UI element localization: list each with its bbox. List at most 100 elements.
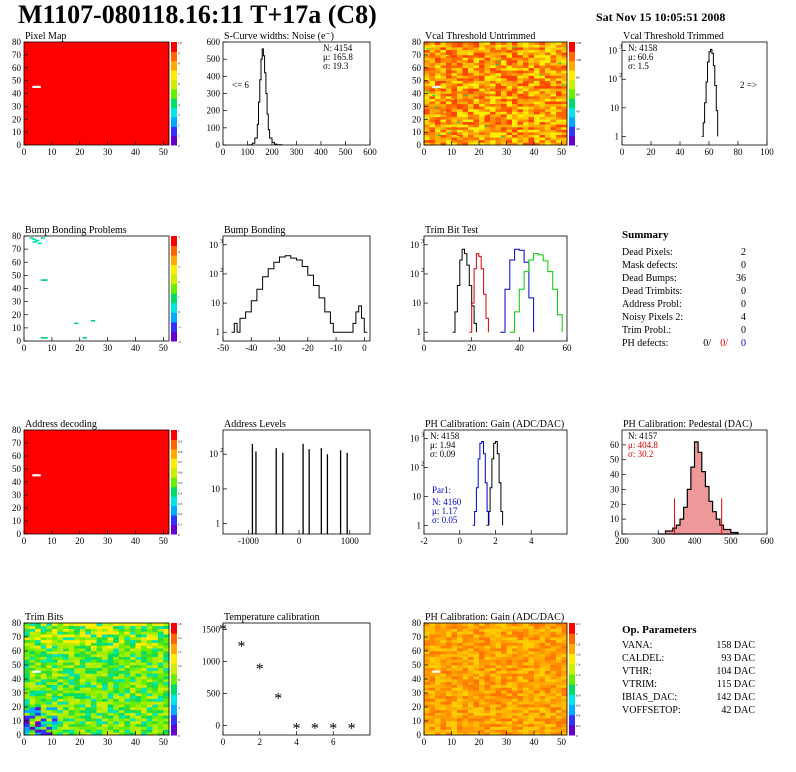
heatmap-cell	[429, 662, 436, 666]
heatmap-cell	[561, 121, 568, 125]
heatmap-cell	[29, 639, 36, 643]
heatmap-cell	[462, 96, 469, 99]
heatmap-cell	[462, 111, 469, 115]
heatmap-cell	[451, 70, 458, 74]
heatmap-cell	[57, 665, 64, 669]
heatmap-cell	[506, 78, 513, 81]
heatmap-cell	[539, 690, 546, 694]
heatmap-cell	[523, 98, 529, 102]
heatmap-cell	[539, 628, 546, 632]
heatmap-cell	[424, 119, 430, 123]
heatmap-cell	[561, 698, 568, 702]
heatmap-cell	[462, 134, 469, 138]
heatmap-cell	[539, 693, 546, 697]
heatmap-cell	[484, 662, 491, 666]
heatmap-cell	[163, 681, 170, 685]
heatmap-cell	[468, 681, 474, 685]
heatmap-cell	[561, 90, 568, 94]
heatmap-cell	[79, 729, 86, 733]
heatmap-cell	[24, 690, 30, 694]
heatmap-cell	[24, 679, 30, 683]
heatmap-cell	[118, 637, 125, 641]
x-tick-label: 30	[103, 536, 113, 546]
heatmap-cell	[29, 628, 36, 632]
heatmap-cell	[561, 114, 568, 117]
heatmap-cell	[429, 101, 436, 105]
heatmap-cell	[46, 684, 53, 688]
zscale-label: -1	[178, 325, 181, 329]
heatmap-cell	[63, 681, 69, 685]
heatmap-cell	[429, 631, 436, 635]
heatmap-cell	[517, 60, 524, 63]
heatmap-cell	[46, 715, 53, 719]
y-tick-label: 30	[610, 484, 620, 494]
heatmap-cell	[24, 723, 30, 727]
heatmap-cell	[561, 119, 568, 123]
heatmap-cell	[523, 103, 529, 107]
heatmap-cell	[74, 662, 81, 666]
heatmap-cell	[506, 698, 513, 702]
heatmap-cell	[468, 134, 474, 138]
heatmap-cell	[484, 732, 491, 736]
heatmap-cell	[446, 651, 452, 655]
heatmap-cell	[561, 695, 568, 699]
heatmap-cell	[429, 139, 436, 143]
heatmap-cell	[501, 142, 507, 146]
heatmap-cell	[523, 701, 529, 705]
heatmap-cell	[446, 648, 452, 652]
heatmap-cell	[440, 44, 447, 48]
heatmap-cell	[512, 670, 518, 674]
heatmap-cell	[545, 65, 551, 69]
heatmap-cell	[57, 729, 64, 733]
heatmap-cell	[429, 718, 436, 722]
heatmap-cell	[545, 729, 551, 733]
zscale-label: 100	[576, 58, 582, 62]
heatmap-cell	[490, 116, 496, 120]
heatmap-cell	[490, 108, 496, 112]
heatmap-cell	[457, 684, 463, 688]
heatmap-cell	[495, 693, 502, 697]
heatmap-cell	[435, 119, 441, 123]
heatmap-cell	[512, 139, 518, 143]
zscale-label: 3	[178, 113, 180, 117]
op-params-title: Op. Parameters	[622, 624, 697, 636]
heatmap-cell	[129, 628, 136, 632]
heatmap-cell	[501, 653, 507, 657]
heatmap-cell	[484, 78, 491, 81]
heatmap-cell	[561, 723, 568, 727]
scatter-point: *	[348, 721, 356, 738]
heatmap-cell	[501, 52, 507, 56]
heatmap-cell	[118, 623, 125, 627]
heatmap-cell	[528, 106, 535, 110]
heatmap-cell	[468, 648, 474, 652]
heatmap-cell	[90, 662, 97, 666]
heatmap-cell	[429, 679, 436, 683]
heatmap-cell	[63, 707, 69, 711]
heatmap-cell	[506, 712, 513, 716]
heatmap-cell	[512, 665, 518, 669]
heatmap-cell	[479, 119, 485, 123]
heatmap-cell	[35, 623, 42, 627]
heatmap-cell	[528, 693, 535, 697]
heatmap-cell	[79, 659, 86, 663]
heatmap-cell	[440, 90, 447, 94]
heatmap-cell	[468, 98, 474, 102]
heatmap-cell	[85, 651, 92, 655]
heatmap-cell	[561, 721, 568, 725]
heatmap-cell	[523, 134, 529, 138]
heatmap-cell	[57, 628, 64, 632]
heatmap-cell	[468, 665, 474, 669]
heatmap-cell	[523, 712, 529, 716]
heatmap-cell	[539, 67, 546, 71]
heatmap-cell	[473, 72, 480, 76]
heatmap-cell	[556, 124, 562, 128]
heatmap-cell	[490, 723, 496, 727]
heatmap-cell	[29, 729, 36, 733]
y-tick-exponent: 2	[220, 448, 223, 454]
heatmap-cell	[446, 676, 452, 680]
heatmap-cell	[528, 90, 535, 94]
heatmap-cell	[468, 729, 474, 733]
heatmap-cell	[163, 625, 170, 629]
heatmap-cell	[457, 44, 463, 48]
heatmap-cell	[90, 695, 97, 699]
